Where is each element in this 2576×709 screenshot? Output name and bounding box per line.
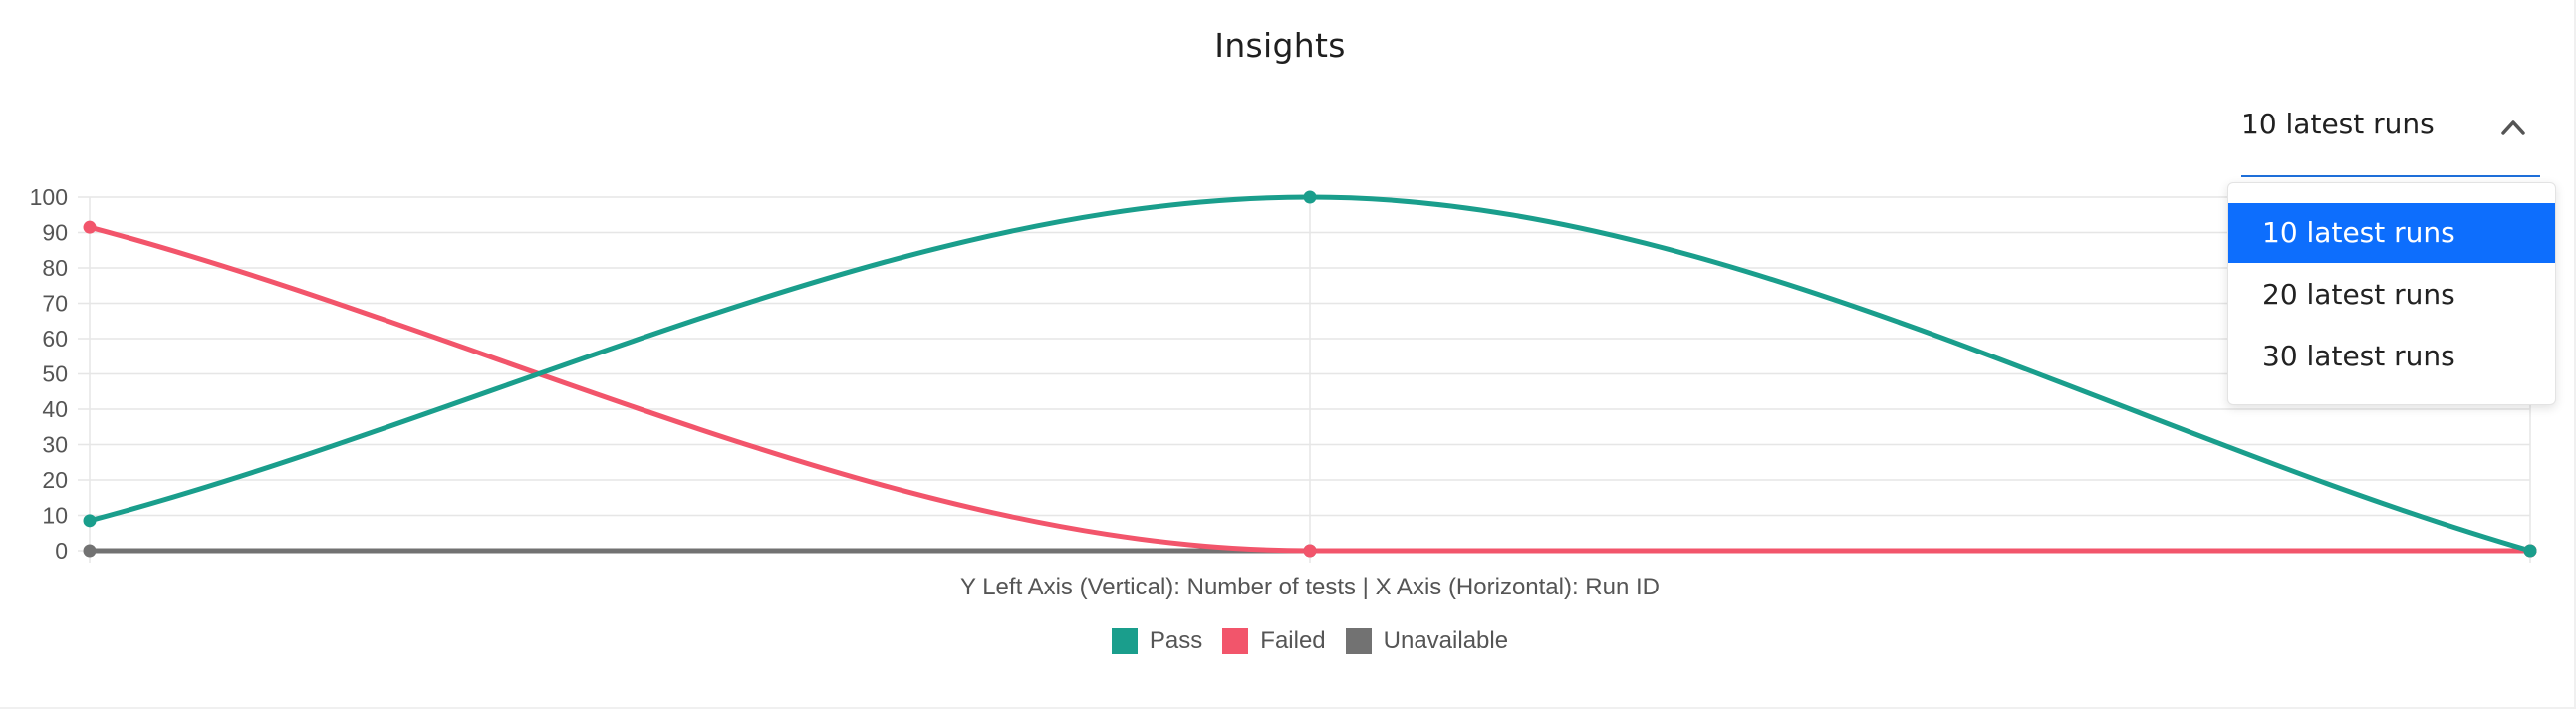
runs-range-select-value: 10 latest runs	[2241, 108, 2435, 140]
legend-swatch-unavailable	[1345, 628, 1372, 654]
chevron-up-icon[interactable]	[2500, 118, 2526, 137]
menu-item-10-runs[interactable]: 10 latest runs	[2228, 203, 2555, 263]
runs-range-menu: 10 latest runs 20 latest runs 30 latest …	[2227, 182, 2556, 405]
legend-label-pass: Pass	[1149, 627, 1203, 654]
legend-label-unavailable: Unavailable	[1383, 627, 1509, 654]
y-tick-label: 90	[42, 220, 68, 246]
data-point-pass[interactable]	[2523, 544, 2537, 558]
data-point-failed[interactable]	[83, 220, 97, 234]
y-tick-label: 50	[42, 361, 68, 387]
data-point-unavailable[interactable]	[83, 544, 97, 558]
legend-swatch-failed	[1222, 628, 1249, 654]
legend-item-pass[interactable]: Pass	[1111, 627, 1203, 655]
axis-caption: Y Left Axis (Vertical): Number of tests …	[959, 574, 1661, 600]
y-tick-label: 0	[55, 538, 68, 564]
y-tick-label: 10	[42, 503, 68, 529]
y-tick-label: 80	[42, 255, 68, 281]
legend-item-failed[interactable]: Failed	[1222, 627, 1326, 655]
chart-legend: Pass Failed Unavailable	[0, 627, 2576, 655]
y-tick-label: 100	[30, 184, 68, 210]
legend-item-unavailable[interactable]: Unavailable	[1345, 627, 1509, 655]
y-tick-label: 20	[42, 467, 68, 493]
menu-item-20-runs[interactable]: 20 latest runs	[2262, 278, 2455, 311]
menu-item-30-runs[interactable]: 30 latest runs	[2262, 340, 2455, 372]
y-tick-label: 70	[42, 291, 68, 317]
data-point-pass[interactable]	[1303, 190, 1317, 204]
y-tick-label: 60	[42, 326, 68, 352]
runs-range-select[interactable]: 10 latest runs	[2241, 96, 2540, 177]
legend-swatch-pass	[1111, 628, 1138, 654]
page-title: Insights	[1214, 26, 1346, 65]
legend-label-failed: Failed	[1260, 627, 1326, 654]
data-point-failed[interactable]	[1303, 544, 1317, 558]
data-point-pass[interactable]	[83, 514, 97, 528]
y-tick-label: 40	[42, 396, 68, 422]
y-tick-label: 30	[42, 432, 68, 458]
